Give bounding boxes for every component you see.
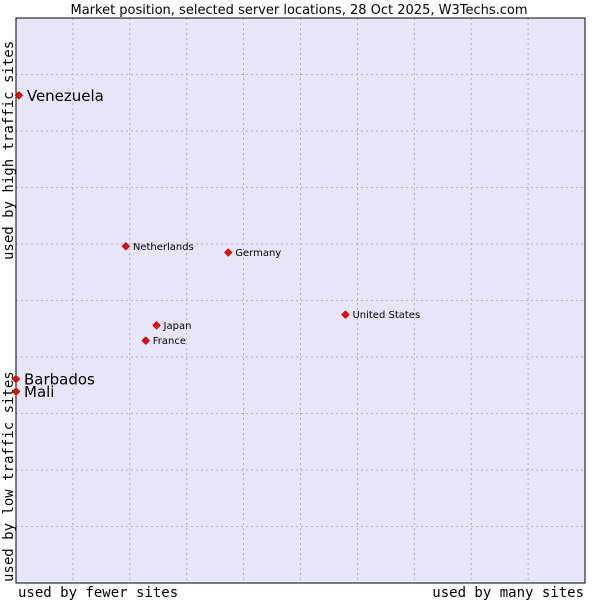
y-axis-label-low: used by low traffic sites <box>1 371 17 582</box>
data-point-barbados: Barbados <box>11 371 95 389</box>
data-point-germany: Germany <box>224 248 281 259</box>
data-point-mali: Mali <box>11 383 54 401</box>
point-label: France <box>153 336 186 347</box>
data-point-venezuela: Venezuela <box>14 87 104 105</box>
point-marker <box>141 336 150 345</box>
point-marker <box>14 91 24 100</box>
y-axis-label-high: used by high traffic sites <box>1 41 17 260</box>
data-point-united-states: United States <box>341 310 420 321</box>
plot-border <box>15 17 586 584</box>
point-marker <box>11 387 21 396</box>
point-label: Mali <box>24 383 54 401</box>
data-point-japan: Japan <box>152 321 192 332</box>
point-label: Barbados <box>24 371 95 389</box>
point-marker <box>224 248 233 257</box>
x-axis-label-low: used by fewer sites <box>18 585 178 600</box>
point-marker <box>11 374 21 384</box>
data-points: Venezuela Netherlands Germany United States… <box>11 87 420 401</box>
point-label: Germany <box>235 248 281 259</box>
data-point-france: France <box>141 336 186 347</box>
data-point-netherlands: Netherlands <box>121 242 194 253</box>
point-marker <box>341 310 350 319</box>
chart-title: Market position, selected server locatio… <box>70 3 527 18</box>
point-label: Netherlands <box>133 242 194 253</box>
point-label: Venezuela <box>27 87 104 105</box>
point-label: United States <box>352 310 420 321</box>
point-marker <box>152 321 161 330</box>
point-marker <box>121 242 131 251</box>
grid <box>16 18 585 583</box>
x-axis-label-high: used by many sites <box>432 585 584 600</box>
point-label: Japan <box>163 321 192 332</box>
